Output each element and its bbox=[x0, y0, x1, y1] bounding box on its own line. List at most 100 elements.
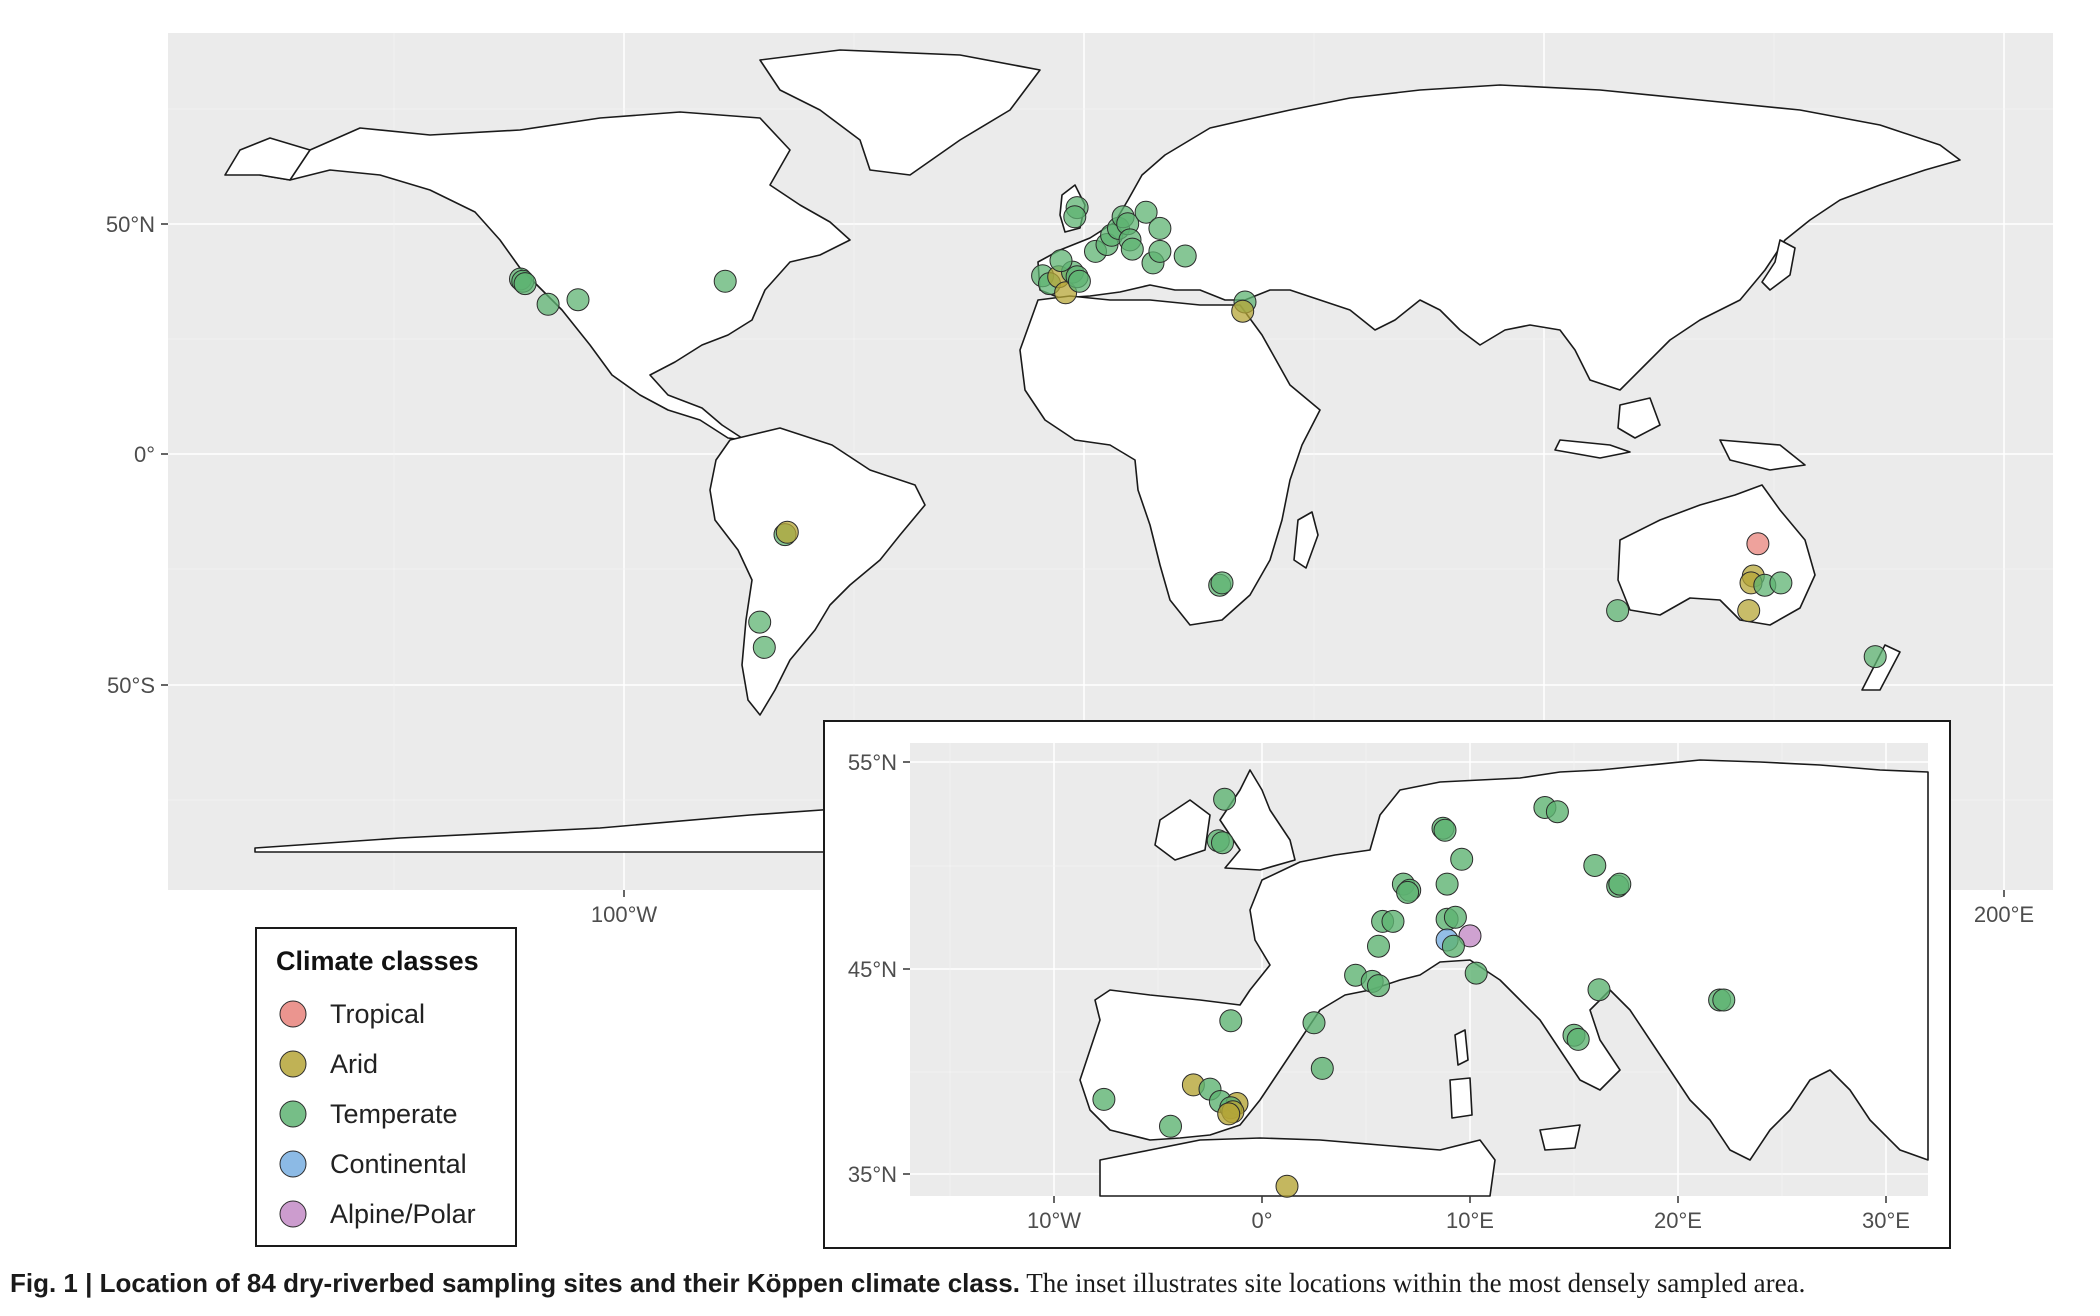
lat-label-50s: 50°S bbox=[107, 673, 155, 698]
inset-site-marker-temperate bbox=[1433, 818, 1457, 842]
world-landmasses bbox=[224, 49, 1961, 853]
site-marker-temperate bbox=[1863, 645, 1887, 669]
inset-site-marker-temperate bbox=[1712, 988, 1736, 1012]
site-marker-temperate bbox=[1148, 216, 1172, 240]
legend-swatch-arid bbox=[279, 1050, 307, 1078]
new-guinea bbox=[1719, 439, 1806, 471]
lat-label-0: 0° bbox=[134, 442, 155, 467]
inset-site-marker-temperate bbox=[1464, 961, 1488, 985]
inset-site-marker-arid bbox=[1217, 1102, 1241, 1126]
site-marker-temperate bbox=[513, 272, 537, 296]
inset-site-marker-temperate bbox=[1435, 872, 1459, 896]
inset-site-marker-temperate bbox=[1396, 880, 1420, 904]
inset-site-marker-temperate bbox=[1211, 831, 1234, 855]
inset-lon-20e: 20°E bbox=[1654, 1208, 1702, 1233]
legend-title: Climate classes bbox=[276, 946, 479, 976]
madagascar bbox=[1293, 511, 1319, 569]
world-axis-ticks bbox=[161, 223, 2005, 897]
inset-north-africa bbox=[1099, 1137, 1496, 1197]
legend-label-continental: Continental bbox=[330, 1149, 467, 1179]
inset-lat-35n: 35°N bbox=[848, 1162, 897, 1187]
site-marker-temperate bbox=[748, 610, 772, 634]
site-marker-arid bbox=[1737, 599, 1761, 623]
site-marker-temperate bbox=[1049, 249, 1073, 273]
inset-sites bbox=[1092, 787, 1736, 1198]
site-marker-arid bbox=[1231, 299, 1255, 323]
site-marker-temperate bbox=[1148, 239, 1172, 263]
inset-sicily bbox=[1539, 1124, 1581, 1151]
lon-label-100w: 100°W bbox=[591, 902, 658, 927]
new-zealand bbox=[1861, 644, 1901, 691]
inset-site-marker-arid bbox=[1275, 1174, 1299, 1198]
site-marker-temperate bbox=[1606, 599, 1630, 623]
africa bbox=[1019, 295, 1321, 626]
site-marker-temperate bbox=[536, 292, 560, 316]
site-marker-arid bbox=[775, 520, 799, 544]
site-marker-temperate bbox=[1063, 205, 1087, 229]
site-marker-tropical bbox=[1746, 532, 1770, 556]
site-marker-temperate bbox=[1120, 237, 1144, 261]
north-america bbox=[259, 111, 851, 441]
legend-box bbox=[255, 927, 517, 1247]
site-marker-temperate bbox=[1173, 244, 1197, 268]
inset-site-marker-temperate bbox=[1381, 909, 1405, 933]
legend-label-tropical: Tropical bbox=[330, 999, 425, 1029]
inset-site-marker-temperate bbox=[1587, 978, 1611, 1002]
inset-lon-0: 0° bbox=[1251, 1208, 1272, 1233]
site-marker-temperate bbox=[566, 288, 590, 312]
site-marker-temperate bbox=[713, 269, 737, 293]
inset-great-britain bbox=[1219, 769, 1296, 871]
lat-label-50n: 50°N bbox=[106, 212, 155, 237]
inset-lat-45n: 45°N bbox=[848, 957, 897, 982]
inset-site-marker-temperate bbox=[1219, 1009, 1243, 1033]
inset-site-marker-temperate bbox=[1213, 787, 1237, 811]
inset-map: 55°N 45°N 35°N 10°W 0° 10°E 20°E 30°E bbox=[823, 720, 1951, 1249]
inset-site-marker-temperate bbox=[1159, 1114, 1182, 1138]
inset-site-marker-temperate bbox=[1367, 934, 1390, 958]
site-marker-temperate bbox=[1134, 200, 1158, 224]
legend-label-arid: Arid bbox=[330, 1049, 378, 1079]
inset-site-marker-temperate bbox=[1566, 1027, 1590, 1051]
figure-caption: Fig. 1 | Location of 84 dry-riverbed sam… bbox=[10, 1268, 2090, 1299]
site-marker-temperate bbox=[752, 635, 776, 659]
caption-rest: The inset illustrates site locations wit… bbox=[1019, 1268, 1806, 1298]
inset-site-marker-temperate bbox=[1443, 905, 1467, 929]
inset-lat-55n: 55°N bbox=[848, 750, 897, 775]
greenland bbox=[759, 49, 1041, 176]
inset-europe bbox=[1079, 759, 1929, 1161]
inset-lon-10w: 10°W bbox=[1027, 1208, 1081, 1233]
world-sites bbox=[509, 196, 1887, 669]
inset-site-marker-temperate bbox=[1583, 854, 1607, 877]
inset-site-marker-temperate bbox=[1545, 800, 1569, 824]
inset-ireland bbox=[1154, 799, 1211, 861]
inset-sardinia bbox=[1449, 1077, 1473, 1119]
legend-swatch-temperate bbox=[279, 1100, 307, 1128]
inset-lon-10e: 10°E bbox=[1446, 1208, 1494, 1233]
japan bbox=[1761, 239, 1796, 291]
legend-label-alpine-polar: Alpine/Polar bbox=[330, 1199, 476, 1229]
site-marker-temperate bbox=[1769, 571, 1793, 595]
inset-site-marker-temperate bbox=[1608, 872, 1632, 896]
world-map: 50°N 0° 50°S 100°W 200°E bbox=[106, 33, 2053, 1249]
eurasia bbox=[1037, 84, 1961, 391]
lon-label-200e: 200°E bbox=[1974, 902, 2034, 927]
inset-site-marker-temperate bbox=[1367, 974, 1390, 998]
borneo bbox=[1617, 397, 1661, 439]
inset-site-marker-temperate bbox=[1302, 1011, 1326, 1035]
inset-corsica bbox=[1454, 1029, 1469, 1066]
inset-site-marker-temperate bbox=[1441, 934, 1465, 958]
legend: Climate classes Tropical Arid Temperate Con… bbox=[255, 927, 517, 1247]
legend-swatch-tropical bbox=[279, 1000, 307, 1028]
inset-site-marker-temperate bbox=[1450, 847, 1474, 871]
caption-bold: Fig. 1 | Location of 84 dry-riverbed sam… bbox=[10, 1268, 1020, 1298]
inset-site-marker-temperate bbox=[1310, 1056, 1334, 1080]
alaska bbox=[224, 137, 311, 181]
inset-axis-ticks bbox=[903, 761, 1887, 1203]
inset-site-marker-temperate bbox=[1092, 1087, 1116, 1111]
legend-swatch-continental bbox=[279, 1150, 307, 1178]
legend-swatch-alpine-polar bbox=[279, 1200, 307, 1228]
inset-site-marker-alpine-polar bbox=[1458, 924, 1482, 948]
site-marker-temperate bbox=[1210, 571, 1234, 595]
legend-label-temperate: Temperate bbox=[330, 1099, 458, 1129]
inset-lon-30e: 30°E bbox=[1862, 1208, 1910, 1233]
